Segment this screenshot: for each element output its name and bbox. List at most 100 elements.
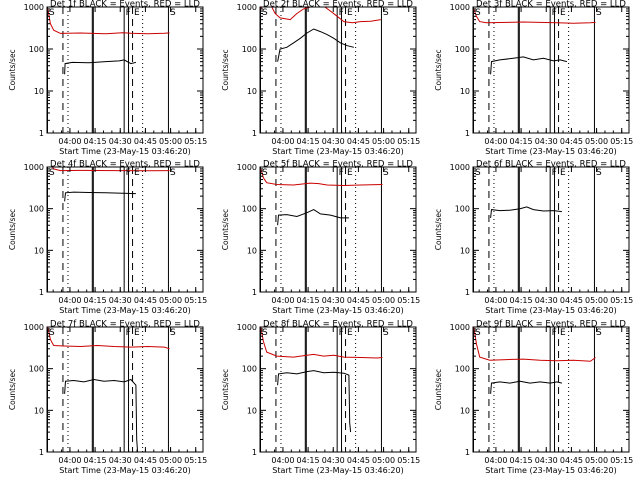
y-tick-label: 1 bbox=[252, 129, 257, 138]
marker-label: F bbox=[339, 168, 344, 178]
x-tick-label: 05:00 bbox=[372, 456, 395, 465]
y-tick-label: 1 bbox=[39, 448, 44, 457]
series-lld-line bbox=[47, 8, 170, 35]
y-tick-label: 10 bbox=[247, 87, 257, 96]
x-axis-label: Start Time (23-May-15 03:46:20) bbox=[272, 306, 403, 315]
marker-label: S bbox=[170, 168, 176, 178]
plot-area bbox=[260, 7, 382, 133]
x-tick-label: 05:00 bbox=[159, 296, 182, 305]
y-tick-label: 1 bbox=[39, 129, 44, 138]
y-tick-label: 10 bbox=[460, 87, 470, 96]
series-lld-line bbox=[51, 167, 170, 172]
x-tick-label: 04:15 bbox=[297, 137, 320, 146]
x-tick-label: 05:00 bbox=[585, 296, 608, 305]
x-tick-label: 05:15 bbox=[397, 296, 420, 305]
y-tick-label: 1000 bbox=[237, 3, 257, 12]
marker-label: E bbox=[347, 168, 353, 178]
marker-label: F bbox=[126, 8, 131, 18]
x-tick-label: 04:00 bbox=[271, 296, 294, 305]
x-tick-label: 04:30 bbox=[109, 456, 132, 465]
plot-frame bbox=[259, 326, 417, 453]
x-tick-label: 04:30 bbox=[535, 296, 558, 305]
marker-label: S bbox=[262, 8, 268, 18]
x-axis-label: Start Time (23-May-15 03:46:20) bbox=[272, 466, 403, 475]
plot-frame bbox=[472, 166, 630, 293]
y-axis-label: Counts/sec bbox=[434, 49, 443, 90]
x-tick-label: 04:15 bbox=[297, 456, 320, 465]
marker-label: S bbox=[170, 328, 176, 338]
y-tick-label: 100 bbox=[242, 205, 257, 214]
y-tick-label: 1000 bbox=[450, 163, 470, 172]
x-tick-label: 04:45 bbox=[134, 137, 157, 146]
plot-frame bbox=[472, 326, 630, 453]
chart-title: Det 8f BLACK = Events, RED = LLD bbox=[263, 320, 413, 330]
x-tick-label: 04:45 bbox=[347, 137, 370, 146]
x-tick-label: 04:45 bbox=[347, 456, 370, 465]
marker-label: F bbox=[552, 8, 557, 18]
series-events-line bbox=[490, 56, 568, 75]
marker-label: S bbox=[262, 168, 268, 178]
marker-label: E bbox=[347, 8, 353, 18]
x-tick-label: 04:30 bbox=[322, 456, 345, 465]
x-axis-label: Start Time (23-May-15 03:46:20) bbox=[485, 147, 616, 156]
marker-label: F bbox=[126, 328, 131, 338]
x-axis-label: Start Time (23-May-15 03:46:20) bbox=[272, 147, 403, 156]
chart-title: Det 9f BLACK = Events, RED = LLD bbox=[476, 320, 626, 330]
x-tick-label: 04:45 bbox=[134, 296, 157, 305]
x-tick-label: 04:00 bbox=[58, 296, 81, 305]
marker-label: E bbox=[560, 168, 566, 178]
y-tick-label: 1000 bbox=[24, 3, 44, 12]
chart-title: Det 1f BLACK = Events, RED = LLD bbox=[50, 0, 200, 10]
series-lld-line bbox=[473, 8, 596, 24]
y-axis-label: Counts/sec bbox=[221, 209, 230, 250]
y-tick-label: 100 bbox=[455, 205, 470, 214]
plot-area bbox=[473, 327, 596, 452]
marker-label: S bbox=[596, 8, 602, 18]
marker-label: F bbox=[339, 8, 344, 18]
y-axis-label: Counts/sec bbox=[8, 369, 17, 410]
y-tick-label: 100 bbox=[29, 205, 44, 214]
x-tick-label: 04:15 bbox=[510, 456, 533, 465]
series-events-line bbox=[64, 191, 136, 202]
marker-label: S bbox=[49, 8, 55, 18]
y-axis-label: Counts/sec bbox=[221, 49, 230, 90]
x-tick-label: 05:00 bbox=[585, 137, 608, 146]
series-events-line bbox=[490, 206, 562, 218]
plot-area bbox=[260, 167, 383, 292]
marker-label: E bbox=[347, 328, 353, 338]
y-axis-label: Counts/sec bbox=[434, 209, 443, 250]
y-axis-label: Counts/sec bbox=[8, 209, 17, 250]
marker-label: E bbox=[134, 328, 140, 338]
x-tick-label: 05:00 bbox=[585, 456, 608, 465]
plot-area bbox=[47, 327, 170, 452]
y-tick-label: 1 bbox=[252, 448, 257, 457]
y-tick-label: 100 bbox=[29, 365, 44, 374]
y-tick-label: 1000 bbox=[450, 323, 470, 332]
x-axis-label: Start Time (23-May-15 03:46:20) bbox=[59, 147, 190, 156]
plot-area bbox=[473, 167, 595, 292]
marker-label: F bbox=[552, 168, 557, 178]
x-tick-label: 04:30 bbox=[535, 137, 558, 146]
x-tick-label: 04:45 bbox=[560, 456, 583, 465]
y-tick-label: 1000 bbox=[24, 163, 44, 172]
y-tick-label: 10 bbox=[247, 406, 257, 415]
series-lld-line bbox=[473, 327, 596, 362]
marker-label: E bbox=[134, 168, 140, 178]
plot-frame bbox=[259, 166, 417, 293]
marker-label: S bbox=[49, 328, 55, 338]
series-events-line bbox=[64, 378, 139, 452]
y-tick-label: 10 bbox=[34, 87, 44, 96]
marker-label: F bbox=[552, 328, 557, 338]
plot-frame bbox=[46, 6, 204, 134]
x-tick-label: 05:15 bbox=[610, 137, 633, 146]
series-events-line bbox=[277, 370, 352, 433]
plot-area bbox=[47, 7, 170, 133]
marker-label: S bbox=[383, 8, 389, 18]
y-tick-label: 1 bbox=[465, 288, 470, 297]
